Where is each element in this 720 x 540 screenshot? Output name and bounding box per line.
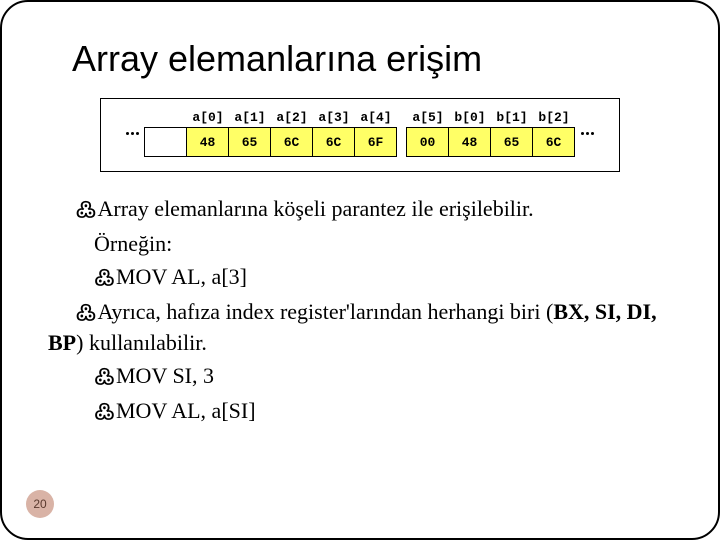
cell-label: a[0] bbox=[187, 109, 229, 127]
cell-label: a[5] bbox=[407, 109, 449, 127]
memory-cell: b[1]65 bbox=[491, 109, 533, 157]
body-text: ߷Array elemanlarına köşeli parantez ile … bbox=[46, 194, 674, 427]
swirl-icon: ߷ bbox=[94, 397, 112, 427]
memory-row: a[0]48a[1]65a[2]6Ca[3]6Ca[4]6Fa[5]00b[0]… bbox=[115, 109, 605, 157]
cell-label: b[2] bbox=[533, 109, 575, 127]
cell-value: 6F bbox=[354, 127, 397, 157]
cell-value: 48 bbox=[186, 127, 229, 157]
text: MOV AL, a[3] bbox=[116, 264, 247, 289]
text: MOV AL, a[SI] bbox=[116, 398, 256, 423]
memory-cell: b[2]6C bbox=[533, 109, 575, 157]
swirl-icon: ߷ bbox=[94, 263, 112, 293]
text: MOV SI, 3 bbox=[116, 363, 214, 388]
cell-value: 65 bbox=[228, 127, 271, 157]
text: Array elemanlarına köşeli parantez ile e… bbox=[98, 196, 534, 221]
code-line-1: ߷MOV AL, a[3] bbox=[46, 262, 674, 293]
memory-cell: a[4]6F bbox=[355, 109, 397, 157]
cell-label: a[2] bbox=[271, 109, 313, 127]
bullet-2: ߷Ayrıca, hafıza index register'larından … bbox=[46, 297, 674, 357]
cell-value: 6C bbox=[532, 127, 575, 157]
bullet-1-cont: Örneğin: bbox=[46, 229, 674, 259]
cell-label: b[0] bbox=[449, 109, 491, 127]
ellipsis-icon bbox=[120, 109, 145, 157]
swirl-icon: ߷ bbox=[76, 195, 94, 225]
ellipsis-icon bbox=[575, 109, 600, 157]
page-number-badge: 20 bbox=[26, 490, 54, 518]
cell-value: 48 bbox=[448, 127, 491, 157]
cell-label: a[1] bbox=[229, 109, 271, 127]
text: Ayrıca, hafıza index register'larından h… bbox=[48, 299, 657, 355]
memory-cell: b[0]48 bbox=[449, 109, 491, 157]
memory-cell: a[3]6C bbox=[313, 109, 355, 157]
cell-label: b[1] bbox=[491, 109, 533, 127]
cell-label: a[3] bbox=[313, 109, 355, 127]
slide: Array elemanlarına erişim a[0]48a[1]65a[… bbox=[0, 0, 720, 540]
code-line-2: ߷MOV SI, 3 bbox=[46, 361, 674, 392]
memory-figure: a[0]48a[1]65a[2]6Ca[3]6Ca[4]6Fa[5]00b[0]… bbox=[100, 98, 620, 172]
cell-label: a[4] bbox=[355, 109, 397, 127]
cell-value: 6C bbox=[312, 127, 355, 157]
cell-value: 00 bbox=[406, 127, 449, 157]
cell-value: 6C bbox=[270, 127, 313, 157]
bullet-1: ߷Array elemanlarına köşeli parantez ile … bbox=[46, 194, 674, 225]
memory-cell-blank bbox=[145, 109, 187, 157]
swirl-icon: ߷ bbox=[76, 298, 94, 328]
cell-value: 65 bbox=[490, 127, 533, 157]
code-line-3: ߷MOV AL, a[SI] bbox=[46, 396, 674, 427]
swirl-icon: ߷ bbox=[94, 362, 112, 392]
memory-cell: a[2]6C bbox=[271, 109, 313, 157]
memory-cell: a[5]00 bbox=[407, 109, 449, 157]
memory-cell: a[0]48 bbox=[187, 109, 229, 157]
slide-title: Array elemanlarına erişim bbox=[72, 38, 674, 80]
memory-cell: a[1]65 bbox=[229, 109, 271, 157]
